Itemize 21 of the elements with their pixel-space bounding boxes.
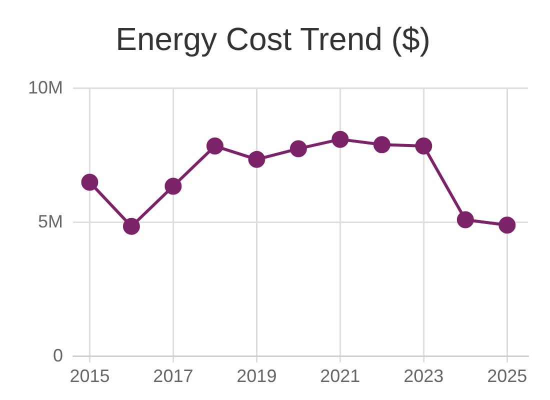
x-tick-label: 2021 [320,366,360,386]
x-tick-label: 2017 [153,366,194,386]
x-tick-label: 2023 [404,366,444,386]
point [415,138,432,155]
x-tick-label: 2015 [70,366,110,386]
point [206,138,224,155]
point [373,136,390,154]
point [332,130,349,148]
y-tick-label: 10M [28,77,64,98]
point [122,218,140,235]
point [498,216,516,234]
x-tick-label: 2019 [236,366,277,386]
chart-title: Energy Cost Trend ($) [116,21,430,58]
y-tick-label: 5M [38,211,64,232]
point [81,174,98,191]
point [290,140,307,158]
point [164,178,182,195]
y-tick-label: 0 [53,345,64,366]
point [248,150,266,168]
x-tick-label: 2025 [487,366,528,386]
point [456,211,474,228]
